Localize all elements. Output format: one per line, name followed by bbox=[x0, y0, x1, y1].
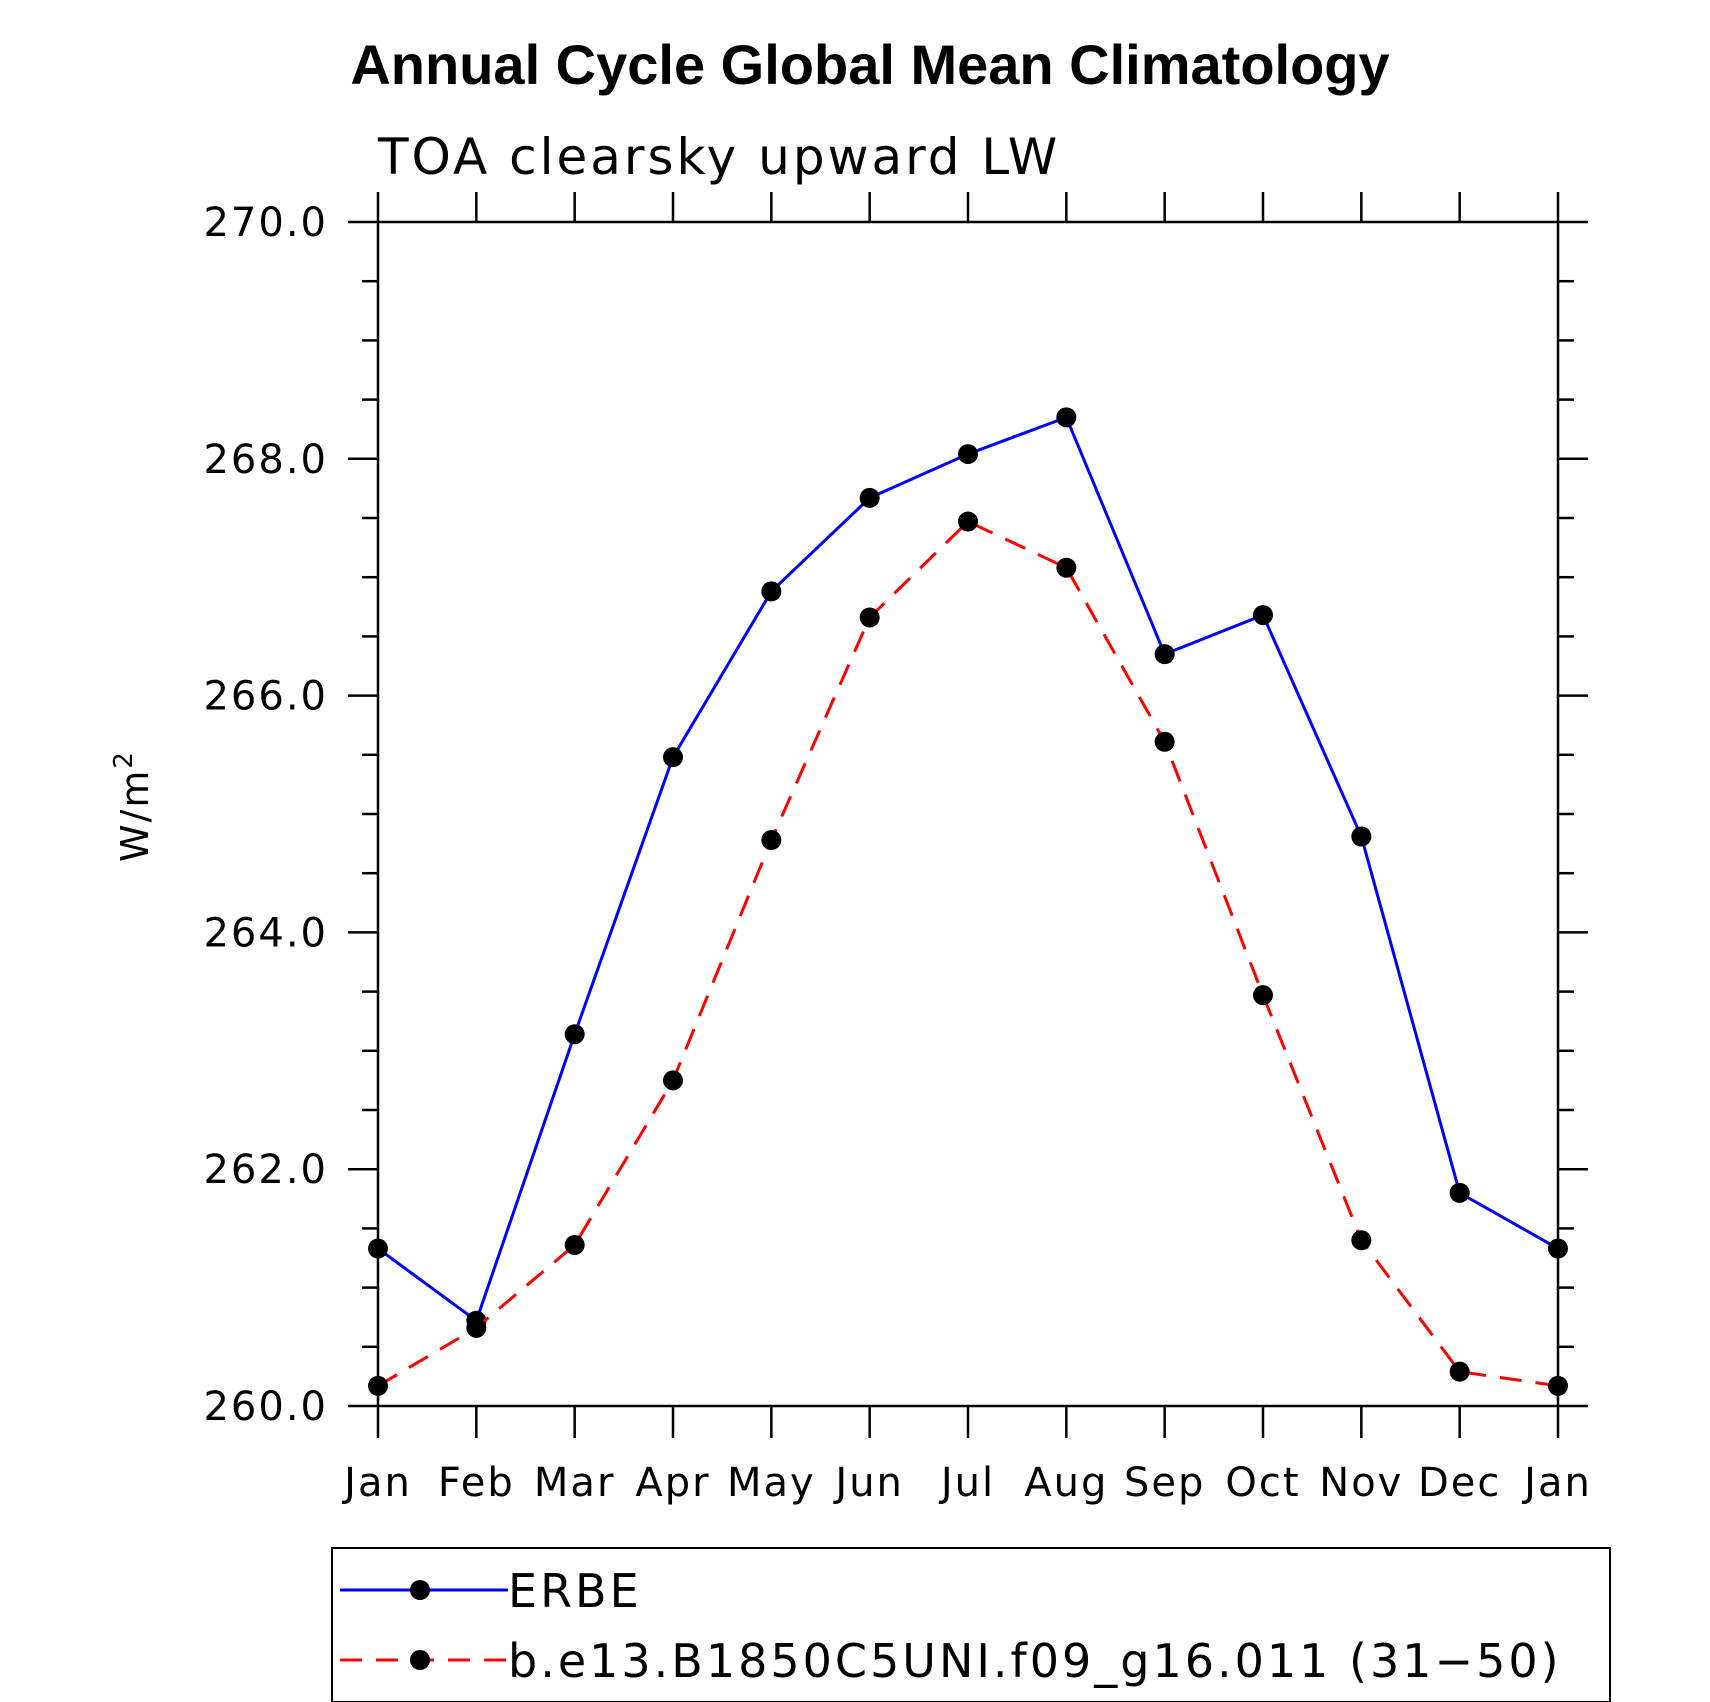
series-1-point bbox=[1351, 1230, 1372, 1251]
x-tick-label: Jul bbox=[938, 1460, 995, 1506]
chart-title: Annual Cycle Global Mean Climatology bbox=[350, 33, 1389, 96]
series-1-point bbox=[1154, 731, 1175, 752]
y-axis-label: W/m2 bbox=[109, 750, 157, 862]
series-1-point bbox=[663, 1070, 683, 1091]
series-1-point bbox=[564, 1234, 585, 1255]
y-tick-label: 264.0 bbox=[203, 910, 328, 956]
x-tick-label: Oct bbox=[1225, 1460, 1300, 1506]
y-axis-label-superscript: 2 bbox=[109, 750, 139, 769]
x-tick-label: Aug bbox=[1024, 1460, 1108, 1506]
series-1-point bbox=[1548, 1375, 1568, 1396]
chart-subtitle: TOA clearsky upward LW bbox=[377, 128, 1060, 186]
axis-ticks bbox=[348, 192, 1588, 1438]
x-tick-label: May bbox=[727, 1460, 816, 1506]
y-tick-label: 268.0 bbox=[203, 437, 328, 483]
legend: ERBE b.e13.B1850C5UNI.f09_g16.011 (31−50… bbox=[331, 1547, 1611, 1702]
series-1-point bbox=[368, 1375, 388, 1396]
y-tick-label: 262.0 bbox=[203, 1147, 328, 1193]
series-0-point bbox=[859, 487, 880, 508]
series-1-point bbox=[859, 607, 880, 628]
legend-box bbox=[331, 1547, 1611, 1702]
x-tick-label: Dec bbox=[1418, 1460, 1501, 1506]
x-tick-label: Jan bbox=[1521, 1460, 1592, 1506]
series-0-point bbox=[1548, 1238, 1568, 1259]
series-0-point bbox=[663, 747, 683, 768]
series-line-0 bbox=[377, 415, 1559, 1324]
x-tick-label: Nov bbox=[1319, 1460, 1403, 1506]
series-1-point bbox=[1056, 557, 1077, 578]
y-tick-label: 266.0 bbox=[203, 674, 328, 720]
tick-labels: 260.0 262.0 264.0 266.0 268.0 270.0 Jan Feb Mar A… bbox=[203, 200, 1592, 1506]
x-tick-label: Feb bbox=[438, 1460, 515, 1506]
plot-frame bbox=[376, 220, 1560, 1408]
x-tick-label: Apr bbox=[635, 1460, 710, 1506]
series-1-point bbox=[1253, 985, 1273, 1006]
series-line-1 bbox=[377, 519, 1559, 1388]
series-0-point bbox=[1154, 644, 1175, 665]
series-1-point bbox=[1449, 1361, 1470, 1382]
x-tick-label: Jun bbox=[832, 1460, 904, 1506]
legend-marker-model bbox=[410, 1650, 430, 1670]
series-1-point bbox=[761, 830, 782, 851]
series-0-point bbox=[761, 581, 782, 602]
x-tick-label: Jan bbox=[341, 1460, 412, 1506]
series-0-point bbox=[564, 1024, 585, 1045]
series-0-point bbox=[1449, 1182, 1470, 1203]
series-0-point bbox=[1351, 826, 1372, 847]
series-0-point bbox=[1253, 605, 1273, 626]
x-tick-label: Sep bbox=[1124, 1460, 1205, 1506]
legend-marker-erbe bbox=[410, 1580, 430, 1600]
x-tick-label: Mar bbox=[534, 1460, 615, 1506]
series-1-point bbox=[958, 511, 978, 532]
series-0-point bbox=[1056, 407, 1077, 428]
legend-label-erbe: ERBE bbox=[508, 1564, 642, 1618]
y-tick-label: 260.0 bbox=[203, 1384, 328, 1430]
series-0-point bbox=[958, 444, 978, 465]
series-1-point bbox=[466, 1317, 487, 1338]
series-0-point bbox=[368, 1238, 388, 1259]
y-tick-label: 270.0 bbox=[203, 200, 328, 246]
legend-label-model: b.e13.B1850C5UNI.f09_g16.011 (31−50) bbox=[508, 1634, 1562, 1688]
series-layer bbox=[368, 407, 1568, 1396]
